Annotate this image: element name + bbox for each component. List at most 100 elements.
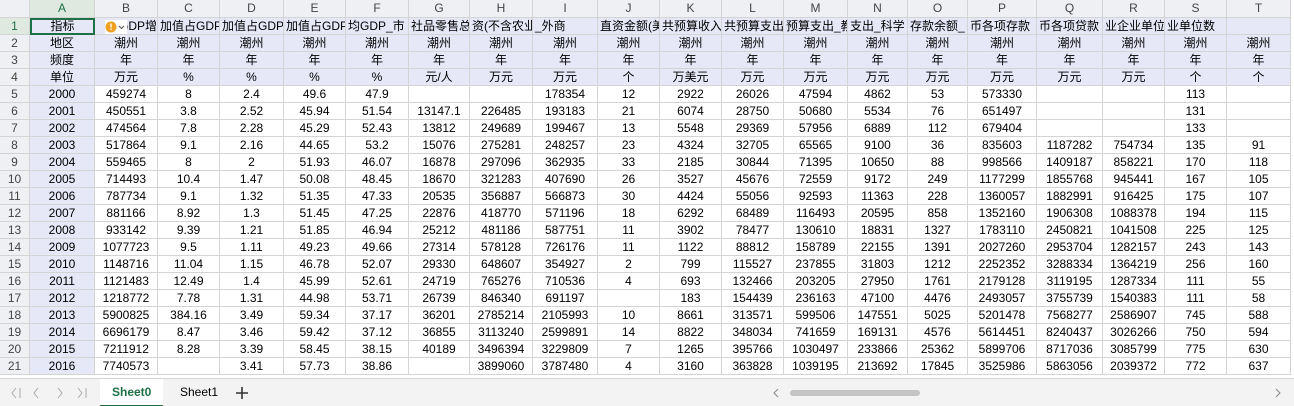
data-cell: 407690 — [533, 171, 598, 188]
header-cell: _外商 — [533, 18, 598, 35]
data-cell: 566873 — [533, 188, 598, 205]
header-cell: 个 — [1165, 69, 1227, 86]
data-cell: 26 — [598, 171, 660, 188]
data-cell: 1.31 — [220, 290, 284, 307]
data-cell: 178354 — [533, 86, 598, 103]
data-cell: 58 — [1227, 290, 1291, 307]
row-header: 6 — [0, 103, 30, 120]
data-cell: 1352160 — [968, 205, 1037, 222]
data-cell: 3525986 — [968, 358, 1037, 375]
data-cell: 2599891 — [533, 324, 598, 341]
data-cell: 3787480 — [533, 358, 598, 375]
data-cell: 2450821 — [1037, 222, 1103, 239]
data-cell: 36201 — [409, 307, 470, 324]
data-cell: 236163 — [784, 290, 848, 307]
data-cell: 37.17 — [346, 307, 409, 324]
data-cell: 16878 — [409, 154, 470, 171]
data-cell: 213692 — [848, 358, 908, 375]
data-cell: 321283 — [470, 171, 533, 188]
header-cell[interactable]: 指标 — [30, 18, 95, 35]
data-cell: 2586907 — [1103, 307, 1165, 324]
row-header: 10 — [0, 171, 30, 188]
data-cell: 578128 — [470, 239, 533, 256]
data-cell: 27950 — [848, 273, 908, 290]
data-cell: 51.54 — [346, 103, 409, 120]
data-cell: 107 — [1227, 188, 1291, 205]
data-cell: 3085799 — [1103, 341, 1165, 358]
data-cell: 38.15 — [346, 341, 409, 358]
data-cell: 651497 — [968, 103, 1037, 120]
data-cell: 630 — [1227, 341, 1291, 358]
header-cell: 潮州 — [1165, 35, 1227, 52]
corner — [0, 0, 30, 18]
data-cell: 47.33 — [346, 188, 409, 205]
data-cell: 29330 — [409, 256, 470, 273]
row-header: 1 — [0, 18, 30, 35]
row-header: 3 — [0, 52, 30, 69]
header-cell: 潮州 — [533, 35, 598, 52]
header-cell: 潮州 — [158, 35, 220, 52]
data-cell: 49.23 — [284, 239, 346, 256]
row-header: 12 — [0, 205, 30, 222]
data-cell: 1.32 — [220, 188, 284, 205]
header-cell: 潮州 — [470, 35, 533, 52]
column-header: F — [346, 0, 409, 18]
data-cell: 4576 — [908, 324, 968, 341]
data-cell — [1037, 86, 1103, 103]
data-cell: 517864 — [95, 137, 158, 154]
data-cell: 58.45 — [284, 341, 346, 358]
data-cell — [409, 86, 470, 103]
data-cell: 111 — [1165, 290, 1227, 307]
data-cell: 3755739 — [1037, 290, 1103, 307]
column-header: E — [284, 0, 346, 18]
row-header: 19 — [0, 324, 30, 341]
header-cell: 币各项存款 — [968, 18, 1037, 35]
data-cell: 693 — [660, 273, 722, 290]
add-sheet[interactable] — [234, 385, 250, 401]
data-cell: 8 — [158, 154, 220, 171]
sheet-tab[interactable]: Sheet0 — [100, 379, 164, 406]
sheet-tab[interactable]: Sheet1 — [180, 385, 219, 399]
row-header: 5 — [0, 86, 30, 103]
data-cell: 2009 — [30, 239, 95, 256]
data-cell: 46.94 — [346, 222, 409, 239]
tab-nav[interactable] — [8, 380, 98, 406]
header-cell: 潮州 — [722, 35, 784, 52]
data-cell: 22876 — [409, 205, 470, 222]
data-cell: 47594 — [784, 86, 848, 103]
data-cell: 1282157 — [1103, 239, 1165, 256]
data-cell: 18670 — [409, 171, 470, 188]
data-cell: 1.3 — [220, 205, 284, 222]
data-cell: 55 — [1227, 273, 1291, 290]
data-cell: 52.43 — [346, 120, 409, 137]
header-cell: 年 — [722, 52, 784, 69]
data-cell — [158, 358, 220, 375]
column-header: C — [158, 0, 220, 18]
header-cell: 元/人 — [409, 69, 470, 86]
header-cell: 万元 — [784, 69, 848, 86]
data-cell: 132466 — [722, 273, 784, 290]
data-cell: 1041508 — [1103, 222, 1165, 239]
header-cell: 资(不含农业数 — [470, 18, 533, 35]
header-cell: 年 — [95, 52, 158, 69]
data-cell: 3.8 — [158, 103, 220, 120]
data-cell: 18 — [598, 205, 660, 222]
data-cell: 169131 — [848, 324, 908, 341]
data-cell: 571196 — [533, 205, 598, 222]
data-cell: 7740573 — [95, 358, 158, 375]
data-cell: 13812 — [409, 120, 470, 137]
data-cell: 45676 — [722, 171, 784, 188]
h-scrollbar[interactable] — [770, 380, 1290, 406]
header-cell: 年 — [533, 52, 598, 69]
header-cell: 潮州 — [968, 35, 1037, 52]
data-cell: 9172 — [848, 171, 908, 188]
data-cell: 203205 — [784, 273, 848, 290]
data-cell: 31803 — [848, 256, 908, 273]
data-cell: 2000 — [30, 86, 95, 103]
data-cell: 750 — [1165, 324, 1227, 341]
header-cell: 潮州 — [95, 35, 158, 52]
column-header: P — [968, 0, 1037, 18]
warning-icon[interactable] — [105, 20, 127, 34]
data-cell: 57956 — [784, 120, 848, 137]
data-cell: 1783110 — [968, 222, 1037, 239]
